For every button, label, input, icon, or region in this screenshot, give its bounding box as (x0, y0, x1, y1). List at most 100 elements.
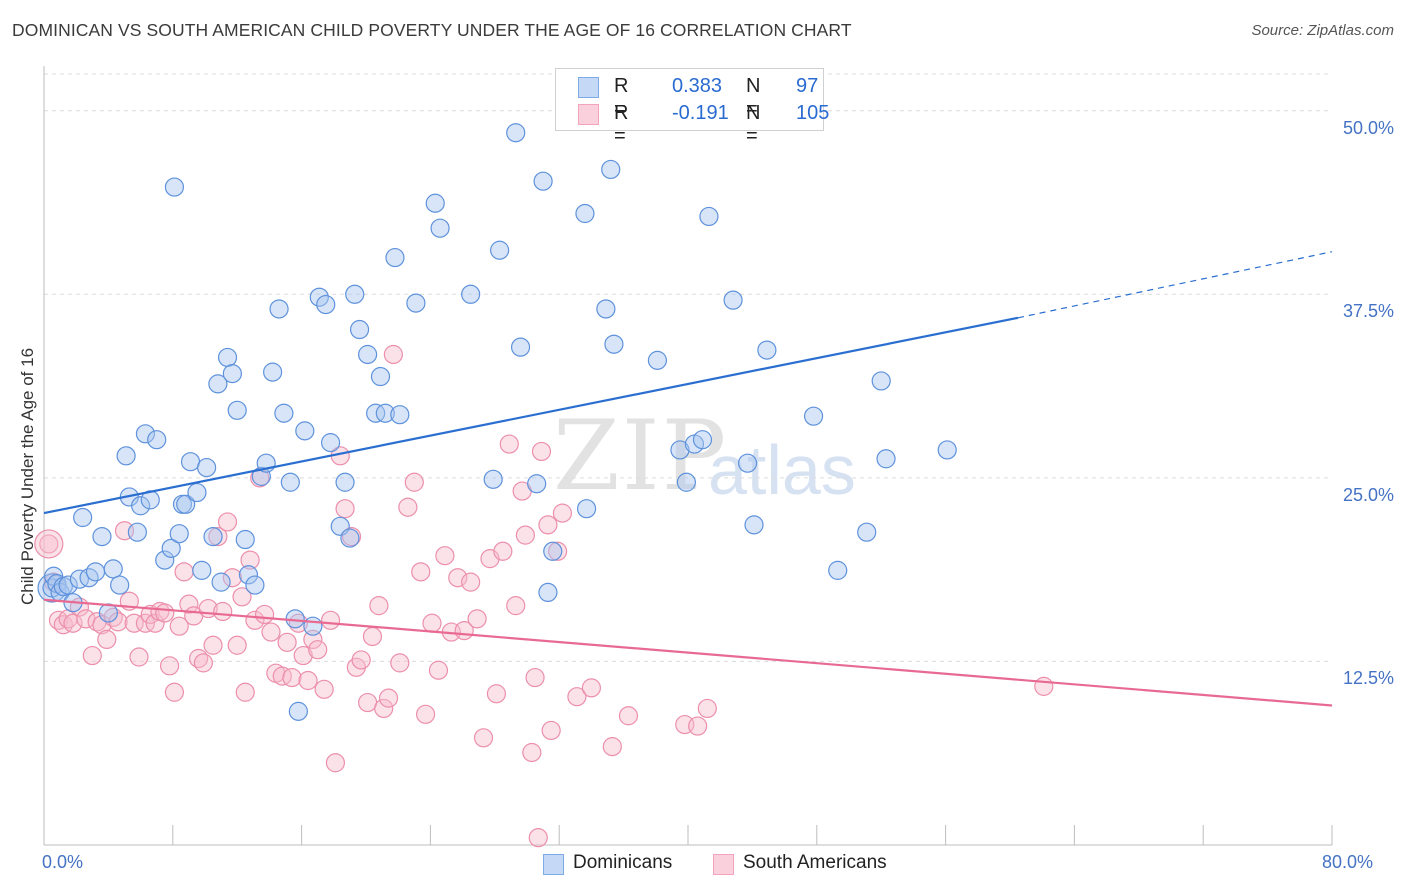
legend-n-label: N = (746, 75, 761, 120)
south-american-point (493, 541, 513, 561)
axes (43, 66, 1333, 846)
dominican-point (803, 406, 824, 426)
south-americans-points (34, 344, 1054, 848)
dominican-point (596, 299, 616, 319)
dominican-point (161, 538, 181, 558)
dominican-point (320, 433, 341, 453)
south-americans-r-value: -0.191 (672, 102, 729, 124)
south-american-point (82, 645, 102, 666)
south-american-point (602, 737, 622, 757)
south-american-point (261, 622, 281, 642)
south-american-point (552, 503, 573, 523)
dominican-point (744, 515, 764, 535)
south-american-point (374, 698, 394, 719)
dominican-point (871, 371, 891, 391)
south-american-point (314, 679, 334, 699)
dominican-point (490, 240, 510, 260)
south-american-point (222, 568, 242, 588)
dominican-point (676, 472, 696, 492)
south-american-point (541, 720, 561, 741)
south-american-point (325, 753, 346, 773)
dominican-point (601, 159, 621, 180)
chart-title: DOMINICAN VS SOUTH AMERICAN CHILD POVERT… (12, 20, 852, 40)
dominican-point (430, 218, 450, 238)
south-americans-trend-line (43, 598, 1333, 707)
dominican-point (937, 440, 957, 460)
y-axis-label: Child Poverty Under the Age of 16 (18, 347, 37, 605)
south-american-point (217, 512, 238, 532)
dominicans-legend-label: Dominicans (573, 852, 673, 873)
south-american-point (378, 688, 399, 708)
south-american-point (515, 525, 535, 545)
south-american-point (383, 344, 403, 365)
dominican-point (192, 560, 212, 580)
dominicans-r-value: 0.383 (672, 75, 723, 97)
dominican-point (425, 193, 445, 213)
x-tick-min: 0.0% (42, 852, 84, 872)
south-american-point (208, 526, 228, 547)
dominican-point (169, 524, 189, 544)
dominican-point (180, 452, 201, 472)
south-american-point (179, 594, 199, 614)
dominican-point (197, 457, 217, 478)
dominican-point (309, 287, 329, 307)
south-american-point (129, 647, 149, 667)
south-american-point (1034, 676, 1054, 696)
dominicans-trend-extension (1017, 251, 1333, 319)
dominican-point (222, 363, 242, 384)
dominican-point (692, 430, 713, 450)
dominican-point (349, 319, 370, 340)
dominican-point (135, 424, 156, 444)
legend-r-label: R = (614, 75, 629, 120)
dominican-point (828, 560, 848, 580)
south-american-point (124, 613, 144, 633)
south-american-point (428, 660, 449, 680)
dominican-point (269, 299, 289, 319)
dominican-point (345, 284, 365, 304)
south-americans-legend-swatch (713, 854, 734, 875)
south-american-point (461, 572, 481, 592)
correlation-legend: R = 0.383 N = 97 R = -0.191 N = 105 (555, 68, 829, 147)
south-american-point (169, 616, 189, 636)
dominican-point (110, 575, 130, 595)
south-american-point (145, 613, 165, 633)
dominican-point (288, 701, 308, 721)
dominican-point (131, 496, 151, 516)
south-american-point (499, 434, 519, 454)
south-american-point (362, 626, 383, 647)
south-american-point (525, 667, 545, 688)
dominican-point (340, 528, 360, 548)
dominican-point (217, 347, 238, 368)
dominican-point (176, 494, 196, 514)
south-american-point (422, 613, 442, 633)
south-american-point (369, 596, 389, 616)
y-tick-label: 25.0% (1342, 484, 1394, 505)
dominican-point (575, 203, 595, 224)
south-american-point (390, 653, 410, 673)
dominican-point (58, 575, 78, 595)
x-tick-max: 80.0% (1322, 852, 1374, 872)
dominican-point (366, 403, 386, 423)
south-american-point (531, 441, 552, 462)
dominican-point (757, 340, 777, 360)
dominican-point (295, 421, 315, 441)
dominican-point (670, 440, 690, 460)
dominican-point (543, 541, 563, 561)
dominican-point (857, 522, 877, 542)
south-american-point (254, 604, 275, 625)
dominicans-points (42, 123, 957, 721)
dominican-point (604, 334, 624, 354)
dominican-point (335, 472, 355, 492)
south-american-point (39, 534, 59, 554)
dominican-point (164, 177, 185, 197)
dominican-point (303, 616, 323, 636)
y-tick-label: 50.0% (1342, 117, 1394, 138)
south-american-point (97, 629, 117, 650)
south-american-point (320, 610, 341, 630)
south-americans-legend-label: South Americans (743, 852, 887, 873)
dominican-point (155, 550, 175, 570)
south-american-point (404, 472, 424, 492)
south-american-point (435, 546, 455, 566)
dominican-point (647, 350, 668, 370)
watermark-zip: ZIP (553, 400, 729, 512)
